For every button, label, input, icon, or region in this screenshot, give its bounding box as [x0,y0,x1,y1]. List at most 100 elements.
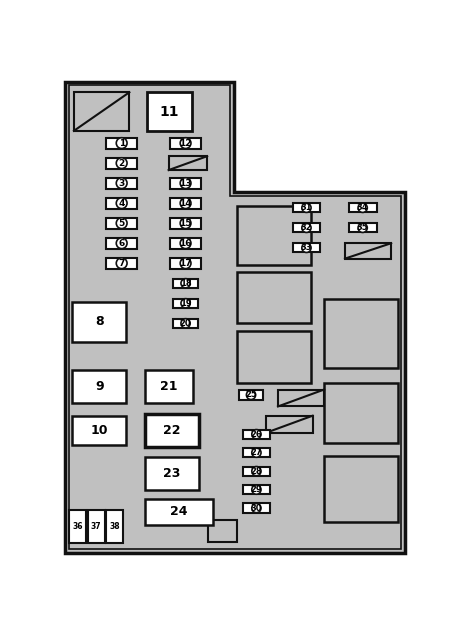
Circle shape [180,178,191,188]
Circle shape [116,158,127,168]
Text: 14: 14 [179,198,192,208]
Text: 13: 13 [179,178,192,188]
Bar [349,203,376,212]
Bar [145,499,213,525]
Bar [145,369,192,403]
Circle shape [302,203,311,212]
Bar [147,92,192,131]
Circle shape [246,390,256,399]
Bar [324,456,398,522]
Bar [106,218,137,229]
Circle shape [116,138,127,148]
Bar [243,467,269,476]
Text: 4: 4 [118,198,125,208]
Bar [106,158,137,168]
Circle shape [116,218,127,229]
Bar [106,178,137,188]
Text: 17: 17 [179,259,192,268]
Text: 3: 3 [118,178,125,188]
Text: 18: 18 [180,279,191,288]
Text: 1: 1 [118,139,125,148]
Bar [237,206,311,265]
Bar [73,416,126,445]
Text: 37: 37 [91,522,101,531]
Text: 21: 21 [160,380,177,393]
Bar [170,238,201,249]
Text: 9: 9 [95,380,104,393]
Bar [345,243,391,259]
Text: 16: 16 [179,239,192,247]
Text: 29: 29 [251,485,262,494]
Text: 30: 30 [251,504,262,512]
Bar [168,156,207,170]
Bar [106,511,123,543]
Text: 20: 20 [180,319,191,328]
Text: 15: 15 [179,219,192,228]
Bar [170,178,201,188]
Bar [88,511,105,543]
Text: 22: 22 [163,424,180,437]
Circle shape [252,504,261,512]
Text: 26: 26 [251,430,262,439]
Circle shape [252,448,261,457]
Bar [73,301,126,342]
Text: 36: 36 [73,522,83,531]
Text: 27: 27 [251,448,262,457]
Bar [170,138,201,148]
Bar [106,198,137,208]
Text: 28: 28 [251,467,262,475]
Circle shape [116,198,127,208]
Bar [145,414,199,447]
Bar [106,238,137,249]
Bar [278,389,324,406]
Bar [208,521,237,542]
Circle shape [116,258,127,269]
Bar [243,448,269,457]
Text: 6: 6 [118,239,125,247]
Bar [243,504,269,512]
Bar [106,138,137,148]
Text: 19: 19 [180,299,191,308]
Bar [69,511,86,543]
Circle shape [358,223,367,232]
Bar [324,299,398,368]
Bar [170,198,201,208]
Circle shape [358,203,367,212]
Text: 25: 25 [245,391,257,399]
Bar [243,430,269,439]
Text: 7: 7 [118,259,125,268]
Bar [173,279,198,288]
Bar [173,318,198,328]
Circle shape [180,238,191,249]
Text: 2: 2 [118,159,125,168]
Text: 12: 12 [179,139,192,148]
Bar [266,416,313,433]
Bar [349,223,376,232]
Bar [324,383,398,443]
Circle shape [181,318,190,328]
Bar [170,258,201,269]
Text: 24: 24 [170,506,187,519]
Bar [73,369,126,403]
Circle shape [180,258,191,269]
Circle shape [302,243,311,252]
Bar [239,390,263,399]
Circle shape [252,485,261,494]
Text: 8: 8 [95,315,104,328]
Bar [292,243,320,252]
Text: 31: 31 [301,203,312,212]
Text: 5: 5 [118,219,125,228]
Circle shape [181,279,190,288]
Circle shape [180,218,191,229]
Circle shape [181,299,190,308]
Bar [106,258,137,269]
Circle shape [180,198,191,208]
Bar [145,457,199,490]
Circle shape [302,223,311,232]
Bar [173,299,198,308]
Bar [74,92,129,131]
Text: 11: 11 [160,104,179,119]
Circle shape [116,178,127,188]
Text: 10: 10 [90,424,108,437]
Bar [292,203,320,212]
